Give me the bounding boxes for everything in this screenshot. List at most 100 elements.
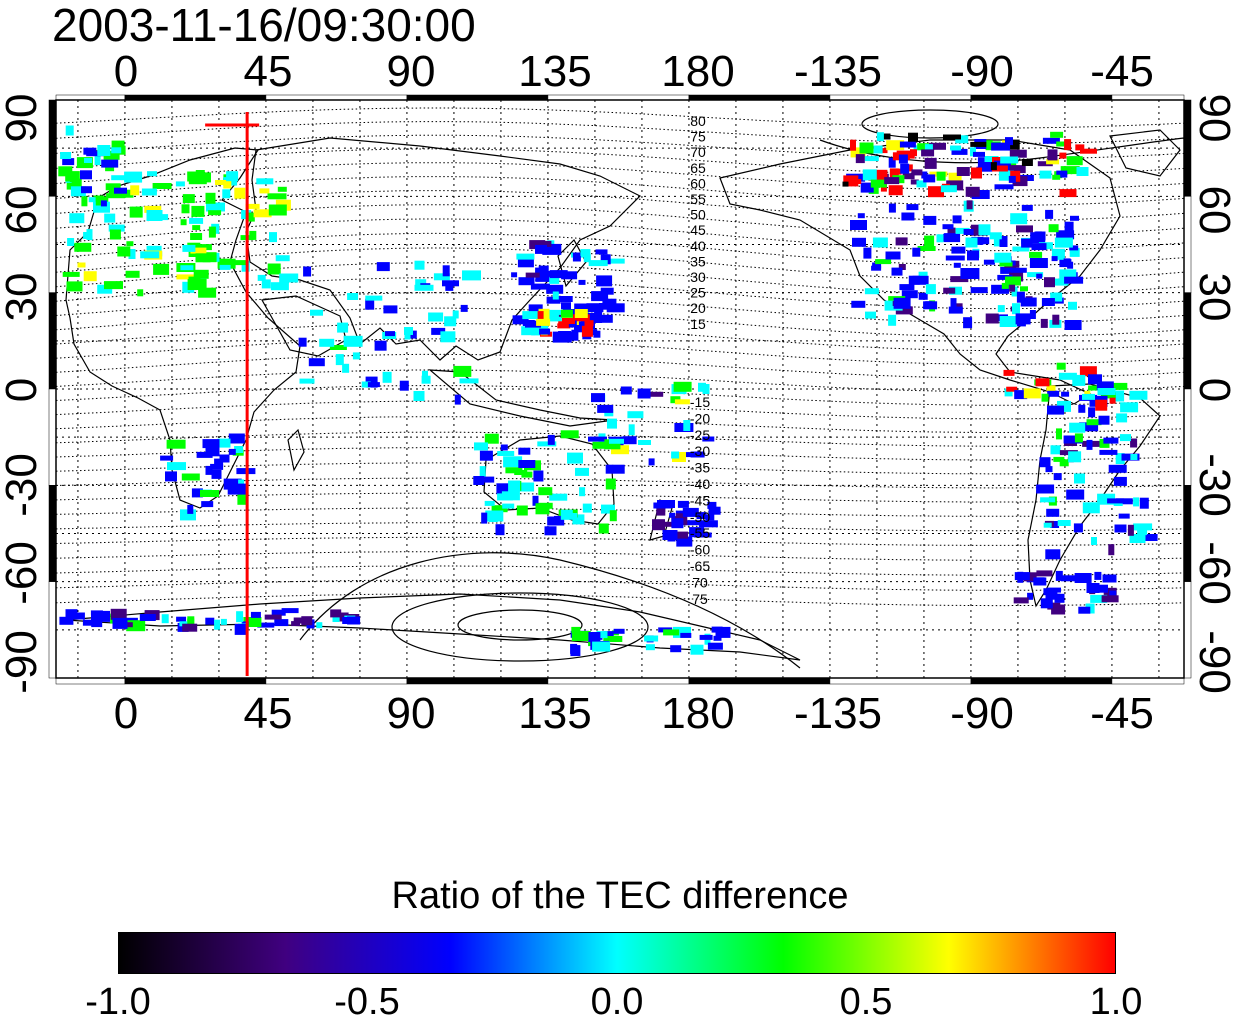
- tec-patch: [911, 169, 923, 176]
- tec-patch: [261, 279, 271, 289]
- tec-patch: [1012, 303, 1020, 315]
- map-title: 2003-11-16/09:30:00: [52, 0, 476, 51]
- tec-patch: [537, 441, 557, 447]
- tec-patch: [622, 436, 637, 445]
- tec-patch: [852, 237, 866, 247]
- tec-patch: [112, 617, 128, 629]
- tec-patch: [382, 371, 392, 383]
- tec-patch: [1037, 161, 1053, 167]
- tec-patch: [683, 420, 691, 431]
- tec-patch: [595, 249, 608, 255]
- tec-patch: [586, 313, 603, 323]
- colorbar-tick-label: 0.0: [590, 981, 644, 1023]
- tec-patch: [901, 290, 918, 299]
- tec-patch: [104, 213, 116, 223]
- tec-patch: [906, 204, 919, 211]
- tec-patch: [868, 169, 888, 181]
- axis-band: [829, 677, 972, 685]
- tec-patch: [561, 271, 578, 280]
- tec-patch: [1020, 297, 1037, 307]
- contour-label: -65: [690, 558, 710, 574]
- tec-patch: [1064, 221, 1074, 232]
- tec-patch: [1014, 572, 1030, 581]
- tec-patch: [59, 616, 74, 625]
- tec-patch: [516, 505, 528, 516]
- tec-patch: [210, 463, 224, 470]
- tec-patch: [572, 252, 581, 262]
- tec-patch: [433, 273, 450, 281]
- tec-patch: [1059, 152, 1067, 159]
- tec-patch: [560, 430, 579, 439]
- tec-patch: [104, 281, 123, 290]
- tec-patch: [552, 291, 559, 300]
- tec-patch: [600, 254, 611, 265]
- tec-patch: [166, 439, 186, 449]
- tec-patch: [1046, 385, 1056, 392]
- tec-patch: [1039, 457, 1051, 468]
- tec-patch: [596, 275, 613, 287]
- tec-patch: [1056, 170, 1068, 178]
- tec-patch: [525, 272, 540, 278]
- tec-patch: [1075, 144, 1085, 151]
- tec-patch: [1137, 524, 1148, 536]
- north-pole-contour: [861, 109, 999, 139]
- tec-patch: [864, 288, 879, 295]
- tec-patch: [677, 500, 689, 508]
- tec-patch: [1041, 600, 1051, 606]
- tec-patch: [1056, 428, 1062, 440]
- magnetic-contour: [55, 385, 1185, 406]
- tec-patch: [484, 500, 495, 506]
- tec-patch: [1114, 524, 1127, 533]
- tec-patch: [374, 340, 387, 351]
- tec-patch: [584, 320, 594, 327]
- tec-patch: [690, 451, 705, 458]
- tec-patch: [998, 170, 1014, 181]
- tec-patch: [1060, 575, 1076, 582]
- lon-label-bottom: -90: [950, 689, 1014, 738]
- tec-patch: [95, 196, 102, 206]
- tec-patch: [126, 241, 134, 247]
- tec-patch: [676, 536, 693, 547]
- contour-label: 60: [690, 175, 706, 191]
- lon-label-bottom: 180: [661, 689, 735, 738]
- tec-patch: [193, 269, 209, 279]
- tec-patch: [606, 303, 625, 313]
- tec-patch: [110, 608, 127, 620]
- magnetic-contour: [55, 522, 1185, 532]
- tec-patch: [65, 125, 74, 136]
- tec-patch: [871, 265, 882, 271]
- tec-patch: [859, 142, 874, 154]
- contour-label: -25: [690, 427, 710, 443]
- coastline-antarctica: [65, 593, 801, 661]
- tec-patch: [999, 316, 1017, 327]
- tec-patch: [259, 188, 270, 194]
- tec-patch: [512, 315, 529, 325]
- tec-patch: [214, 619, 221, 630]
- tec-patch: [243, 617, 262, 627]
- tec-patch: [484, 476, 495, 483]
- tec-patch: [928, 186, 944, 198]
- tec-patch: [1069, 245, 1079, 251]
- axis-band: [1183, 196, 1192, 293]
- tec-patch: [638, 440, 651, 445]
- tec-patch: [413, 391, 425, 401]
- axis-band: [1183, 292, 1192, 390]
- tec-patch: [1056, 362, 1066, 370]
- tec-patch: [1029, 310, 1036, 319]
- axis-band: [1183, 388, 1192, 486]
- tec-patch: [298, 337, 307, 347]
- tec-patch: [299, 378, 315, 384]
- magnetic-contour: [55, 579, 1185, 591]
- lon-label-top: -90: [950, 47, 1014, 96]
- tec-patch: [65, 174, 79, 182]
- tec-patch: [1050, 521, 1060, 528]
- tec-patch: [571, 626, 581, 633]
- tec-patch: [1101, 595, 1119, 603]
- tec-patch: [923, 215, 937, 225]
- tec-patch: [1052, 314, 1060, 325]
- tec-patch: [1058, 372, 1077, 380]
- tec-patch: [860, 182, 874, 193]
- tec-patch: [1009, 165, 1026, 174]
- tec-patch: [1054, 237, 1073, 248]
- tec-patch: [508, 480, 521, 492]
